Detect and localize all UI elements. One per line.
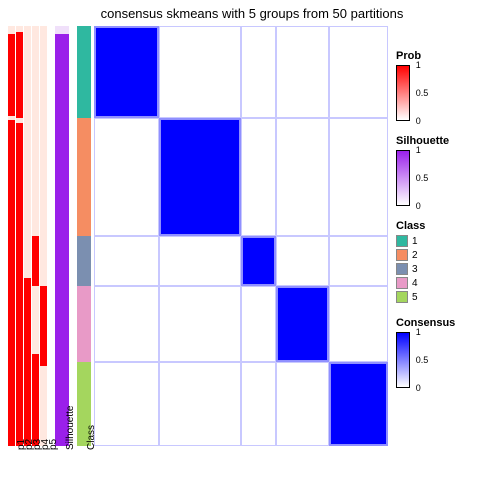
ann-col-p1 [8,26,15,446]
swatch-icon [396,263,408,275]
legend-silhouette: Silhouette 10.50 [396,135,500,206]
legend-prob: Prob 10.50 [396,50,500,121]
ann-col-gap2 [70,26,76,446]
legend-silhouette-title: Silhouette [396,135,500,147]
legend-class-label: 3 [412,264,418,275]
page-title: consensus skmeans with 5 groups from 50 … [0,0,504,25]
legend-class-item: 1 [396,235,500,247]
ann-col-p2 [16,26,23,446]
consensus-heatmap [94,26,388,446]
ann-col-Silhouette [55,26,69,446]
legend-class-label: 4 [412,278,418,289]
legend-class-items: 1 2 3 4 5 [396,235,500,303]
axis-label-Silhouette: Silhouette [65,406,76,450]
swatch-icon [396,235,408,247]
legend-class-title: Class [396,220,500,232]
annotation-columns [8,26,92,446]
legend-class-item: 4 [396,277,500,289]
legend-prob-gradient [396,65,410,121]
legend-consensus-title: Consensus [396,317,500,329]
axis-label-Class: Class [86,425,97,450]
column-axis-labels: p1p2p3p4p5SilhouetteClass [8,448,388,498]
plot-area [8,26,388,446]
ann-col-p4 [32,26,39,446]
legend-silhouette-gradient [396,150,410,206]
legend-class-label: 1 [412,236,418,247]
ann-col-p3 [24,26,31,446]
ann-col-gap1 [48,26,54,446]
ann-col-p5 [40,26,47,446]
legend-consensus: Consensus 10.50 [396,317,500,388]
swatch-icon [396,249,408,261]
legend-class-label: 2 [412,250,418,261]
swatch-icon [396,291,408,303]
legend-class-item: 3 [396,263,500,275]
legends: Prob 10.50 Silhouette 10.50 Class 12345 … [396,50,500,402]
legend-consensus-gradient [396,332,410,388]
ann-col-Class [77,26,91,446]
swatch-icon [396,277,408,289]
legend-class-item: 5 [396,291,500,303]
legend-class: Class 1 2 3 4 5 [396,220,500,303]
legend-class-item: 2 [396,249,500,261]
axis-label-p5: p5 [48,439,59,450]
legend-prob-title: Prob [396,50,500,62]
legend-class-label: 5 [412,292,418,303]
